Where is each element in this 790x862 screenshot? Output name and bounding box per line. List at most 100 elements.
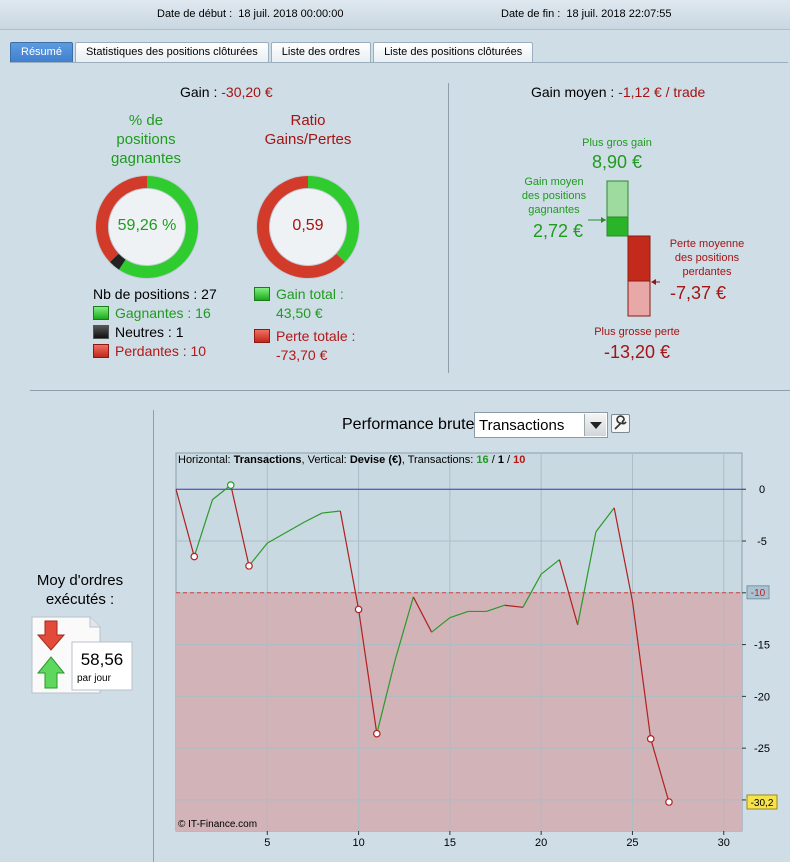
data-point-marker bbox=[190, 552, 199, 561]
black-square-icon bbox=[93, 325, 109, 339]
perte-totale-row: Perte totale : bbox=[254, 327, 355, 346]
performance-chart: 0-5-10-15-20-25-3051015202530-10-30,2 bbox=[175, 452, 778, 849]
threshold-tag-box bbox=[746, 585, 770, 600]
ratio-title-line2: Gains/Pertes bbox=[264, 131, 352, 148]
biggest-gain-label: Plus gros gain bbox=[582, 137, 652, 149]
end-date: Date de fin : 18 juil. 2018 22:07:55 bbox=[501, 8, 672, 20]
x-tick-label: 25 bbox=[626, 837, 638, 849]
tab-resume[interactable]: Résumé bbox=[10, 42, 73, 63]
series-segment bbox=[230, 484, 250, 567]
series-segment bbox=[631, 601, 652, 739]
tab-closed-positions-list[interactable]: Liste des positions clôturées bbox=[373, 42, 534, 63]
start-date: Date de début : 18 juil. 2018 00:00:00 bbox=[157, 8, 343, 20]
performance-select-value: Transactions bbox=[479, 417, 565, 434]
green-square-icon bbox=[93, 306, 109, 320]
tab-orders-list[interactable]: Liste des ordres bbox=[270, 42, 372, 63]
gain-title: Gain : -30,20 € bbox=[180, 84, 273, 100]
avg-losing-value: -7,37 € bbox=[670, 283, 727, 303]
series-segment bbox=[321, 510, 341, 514]
series-segment bbox=[285, 521, 305, 534]
legend-neutral-count: 1 bbox=[497, 454, 504, 466]
x-tick-label: 20 bbox=[535, 837, 547, 849]
avg-loss-bar bbox=[627, 235, 651, 282]
ratio-value: 0,59 bbox=[292, 217, 324, 234]
pct-donut-center bbox=[109, 189, 185, 265]
series-segment bbox=[175, 489, 195, 557]
ratio-donut-center bbox=[270, 189, 346, 265]
position-stats: Nb de positions : 27 Gagnantes : 16 Neut… bbox=[93, 285, 217, 361]
biggest-loss-bar bbox=[627, 280, 651, 317]
y-tick-label: 0 bbox=[759, 484, 765, 496]
pct-winning-title: % de positions gagnantes bbox=[96, 111, 196, 168]
y-tick-label: -20 bbox=[754, 691, 770, 703]
x-tick-label: 10 bbox=[352, 837, 364, 849]
y-tick-label: -5 bbox=[757, 536, 767, 548]
chevron-down-icon[interactable] bbox=[584, 414, 606, 436]
perte-totale-label: Perte totale : bbox=[276, 328, 356, 344]
pct-winning-value: 59,26 % bbox=[117, 217, 177, 234]
gain-total-label: Gain total : bbox=[276, 286, 344, 302]
series-segment bbox=[650, 738, 670, 803]
up-arrow-icon bbox=[36, 656, 66, 689]
orders-title-line1: Moy d'ordres bbox=[36, 572, 124, 589]
legend-horizontal: Transactions bbox=[233, 454, 302, 466]
orders-title-line2: exécutés : bbox=[45, 591, 115, 608]
series-segment bbox=[339, 510, 360, 610]
series-segment bbox=[303, 512, 323, 523]
threshold-tag-label: -10 bbox=[751, 588, 766, 599]
performance-select[interactable]: Transactions bbox=[474, 412, 608, 438]
orders-value: 58,56 bbox=[80, 650, 124, 669]
down-arrow-icon bbox=[36, 620, 66, 651]
avg-gain-value: -1,12 € / trade bbox=[618, 84, 706, 100]
end-date-value: 18 juil. 2018 22:07:55 bbox=[566, 8, 672, 20]
legend-mid: , Vertical: bbox=[301, 454, 347, 466]
ratio-donut-svg bbox=[256, 175, 360, 279]
legend-transactions: , Transactions: bbox=[401, 454, 474, 466]
losing-row: Perdantes : 10 bbox=[93, 342, 217, 361]
tab-closed-positions-stats[interactable]: Statistiques des positions clôturées bbox=[74, 42, 269, 63]
orders-value-box bbox=[71, 641, 133, 691]
avg-loss-arrow-head bbox=[651, 279, 656, 285]
last-value-tag: -30,2 bbox=[746, 794, 778, 810]
series-segment bbox=[357, 609, 378, 734]
avg-losing-label: Perte moyenne des positions perdantes bbox=[665, 237, 749, 279]
start-date-value: 18 juil. 2018 00:00:00 bbox=[238, 8, 344, 20]
series-segment bbox=[248, 542, 268, 567]
legend-vertical: Devise (€) bbox=[349, 454, 402, 466]
series-segment bbox=[558, 559, 579, 626]
series-segment bbox=[266, 532, 286, 544]
gain-label: Gain : bbox=[180, 84, 218, 100]
avg-bars bbox=[588, 180, 660, 317]
pct-title-line1: % de bbox=[128, 112, 164, 129]
red-square-icon bbox=[93, 344, 109, 358]
avg-winning-label-2: des positions bbox=[521, 190, 587, 202]
orders-title: Moy d'ordres exécutés : bbox=[20, 571, 140, 609]
data-point-marker bbox=[226, 481, 235, 489]
x-tick-label: 5 bbox=[264, 837, 270, 849]
avg-winning-value: 2,72 € bbox=[533, 221, 584, 241]
chart-copyright: © IT-Finance.com bbox=[178, 819, 258, 830]
legend-loss-count: 10 bbox=[513, 454, 526, 466]
end-date-label: Date de fin : bbox=[501, 8, 561, 20]
pct-donut-segment-2 bbox=[96, 176, 148, 263]
pct-title-line3: gagnantes bbox=[110, 150, 182, 167]
pct-donut-segment-0 bbox=[118, 176, 198, 278]
data-point-marker bbox=[646, 735, 655, 743]
ratio-title: Ratio Gains/Pertes bbox=[255, 111, 361, 149]
biggest-gain-value: 8,90 € bbox=[591, 152, 643, 172]
wrench-icon[interactable] bbox=[611, 414, 630, 433]
avg-gain-bar bbox=[606, 216, 629, 237]
gain-total-value: 43,50 € bbox=[276, 305, 323, 321]
orders-card-svg bbox=[31, 616, 133, 694]
pct-donut-segment-1 bbox=[109, 253, 126, 270]
avg-winning-label: Gain moyen des positions gagnantes bbox=[512, 175, 596, 217]
date-bar: Date de début : 18 juil. 2018 00:00:00 Da… bbox=[0, 0, 790, 30]
performance-label: Performance brute bbox=[342, 416, 475, 433]
avg-losing-label-3: perdantes bbox=[682, 266, 732, 278]
avg-losing-label-2: des positions bbox=[674, 252, 740, 264]
avg-gain-arrow-head bbox=[601, 217, 606, 223]
losing-count: Perdantes : 10 bbox=[115, 343, 207, 359]
ratio-donut bbox=[256, 175, 360, 279]
series-segment bbox=[504, 604, 523, 608]
avg-winning-label-3: gagnantes bbox=[528, 204, 580, 216]
